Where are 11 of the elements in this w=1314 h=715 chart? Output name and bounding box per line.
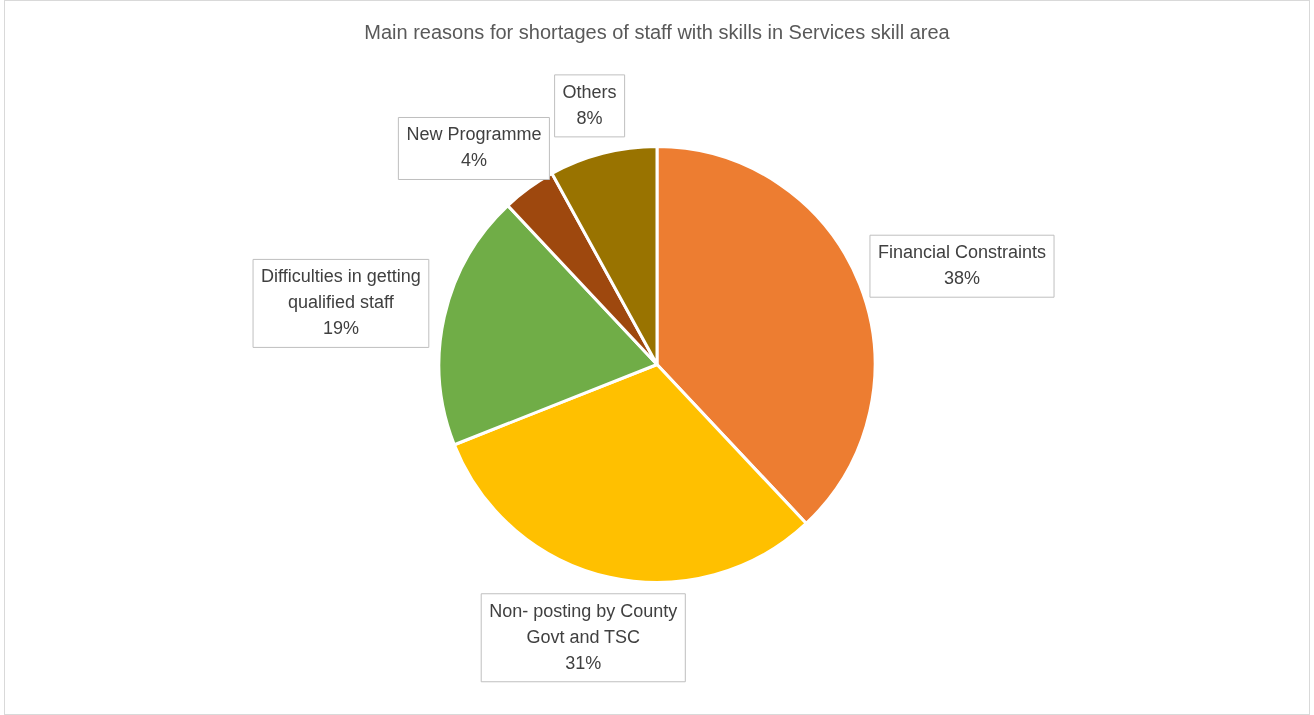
data-label: 31%: [565, 652, 602, 673]
data-label: 38%: [943, 268, 981, 289]
chart-title: Main reasons for shortages of staff with skills in Services skill area: [364, 20, 951, 43]
slice-label: Others: [562, 81, 617, 102]
slice-label: Non- posting by County Govt and TSC: [489, 600, 678, 647]
data-label: 4%: [460, 150, 487, 171]
slice-label: Difficulties in getting qualified staff: [261, 266, 421, 313]
slice-label: Financial Constraints: [877, 242, 1047, 263]
slice-label: New Programme: [406, 124, 542, 145]
data-label: 19%: [322, 318, 359, 339]
data-label: 8%: [576, 107, 603, 128]
